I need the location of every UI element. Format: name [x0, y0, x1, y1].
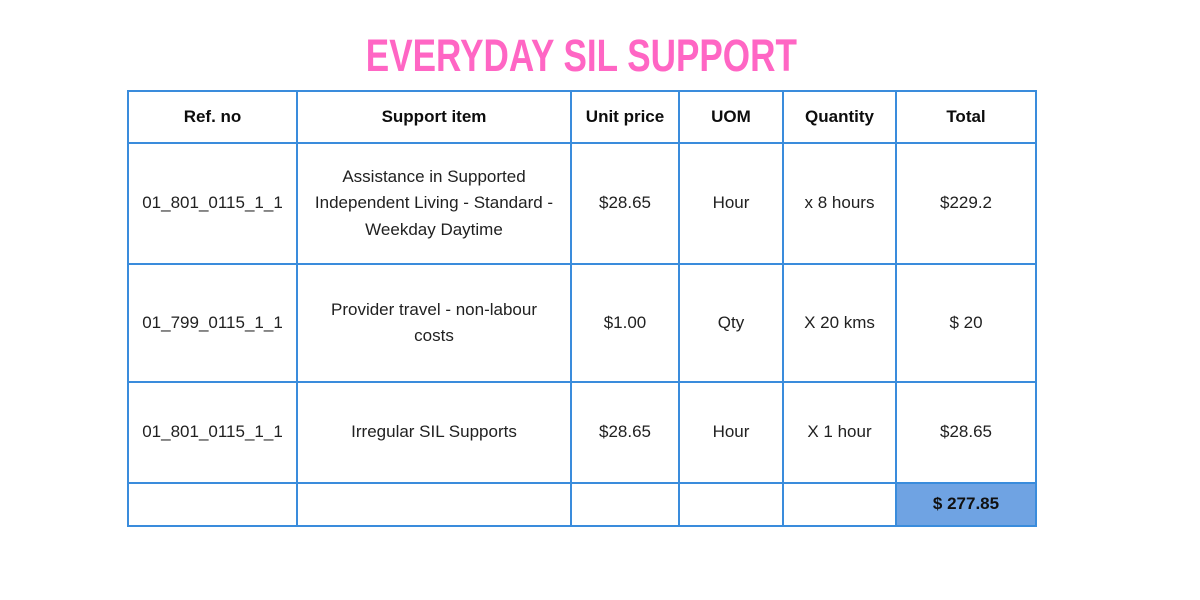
ref-no-cell: 01_801_0115_1_1	[127, 142, 298, 265]
support-item-cell: Provider travel - non-labour costs	[296, 263, 572, 383]
header-cell-unit-price: Unit price	[570, 90, 680, 144]
support-item-cell: Irregular SIL Supports	[296, 381, 572, 484]
header-cell-uom: UOM	[678, 90, 784, 144]
quantity-cell: X 1 hour	[782, 381, 897, 484]
header-cell-quantity: Quantity	[782, 90, 897, 144]
header-cell-support-item: Support item	[296, 90, 572, 144]
uom-cell: Hour	[678, 381, 784, 484]
ref-no-cell: 01_801_0115_1_1	[127, 381, 298, 484]
empty-cell	[296, 482, 572, 527]
page-title-container: EVERYDAY SIL SUPPORT	[127, 30, 1035, 82]
header-cell-ref-no: Ref. no	[127, 90, 298, 144]
quantity-cell: X 20 kms	[782, 263, 897, 383]
quantity-cell: x 8 hours	[782, 142, 897, 265]
table-row: 01_801_0115_1_1 Assistance in Supported …	[127, 142, 1037, 265]
unit-price-cell: $28.65	[570, 381, 680, 484]
table-row: 01_799_0115_1_1 Provider travel - non-la…	[127, 263, 1037, 383]
uom-cell: Qty	[678, 263, 784, 383]
header-cell-total: Total	[895, 90, 1037, 144]
support-item-cell: Assistance in Supported Independent Livi…	[296, 142, 572, 265]
uom-cell: Hour	[678, 142, 784, 265]
empty-cell	[127, 482, 298, 527]
grand-total-cell: $ 277.85	[895, 482, 1037, 527]
unit-price-cell: $28.65	[570, 142, 680, 265]
row-total-cell: $28.65	[895, 381, 1037, 484]
support-pricing-table: Ref. no Support item Unit price UOM Quan…	[127, 90, 1037, 527]
table-header-row: Ref. no Support item Unit price UOM Quan…	[127, 90, 1037, 144]
page-title: EVERYDAY SIL SUPPORT	[365, 30, 797, 81]
empty-cell	[678, 482, 784, 527]
empty-cell	[570, 482, 680, 527]
table-total-row: $ 277.85	[127, 482, 1037, 527]
row-total-cell: $ 20	[895, 263, 1037, 383]
table-row: 01_801_0115_1_1 Irregular SIL Supports $…	[127, 381, 1037, 484]
unit-price-cell: $1.00	[570, 263, 680, 383]
ref-no-cell: 01_799_0115_1_1	[127, 263, 298, 383]
empty-cell	[782, 482, 897, 527]
row-total-cell: $229.2	[895, 142, 1037, 265]
